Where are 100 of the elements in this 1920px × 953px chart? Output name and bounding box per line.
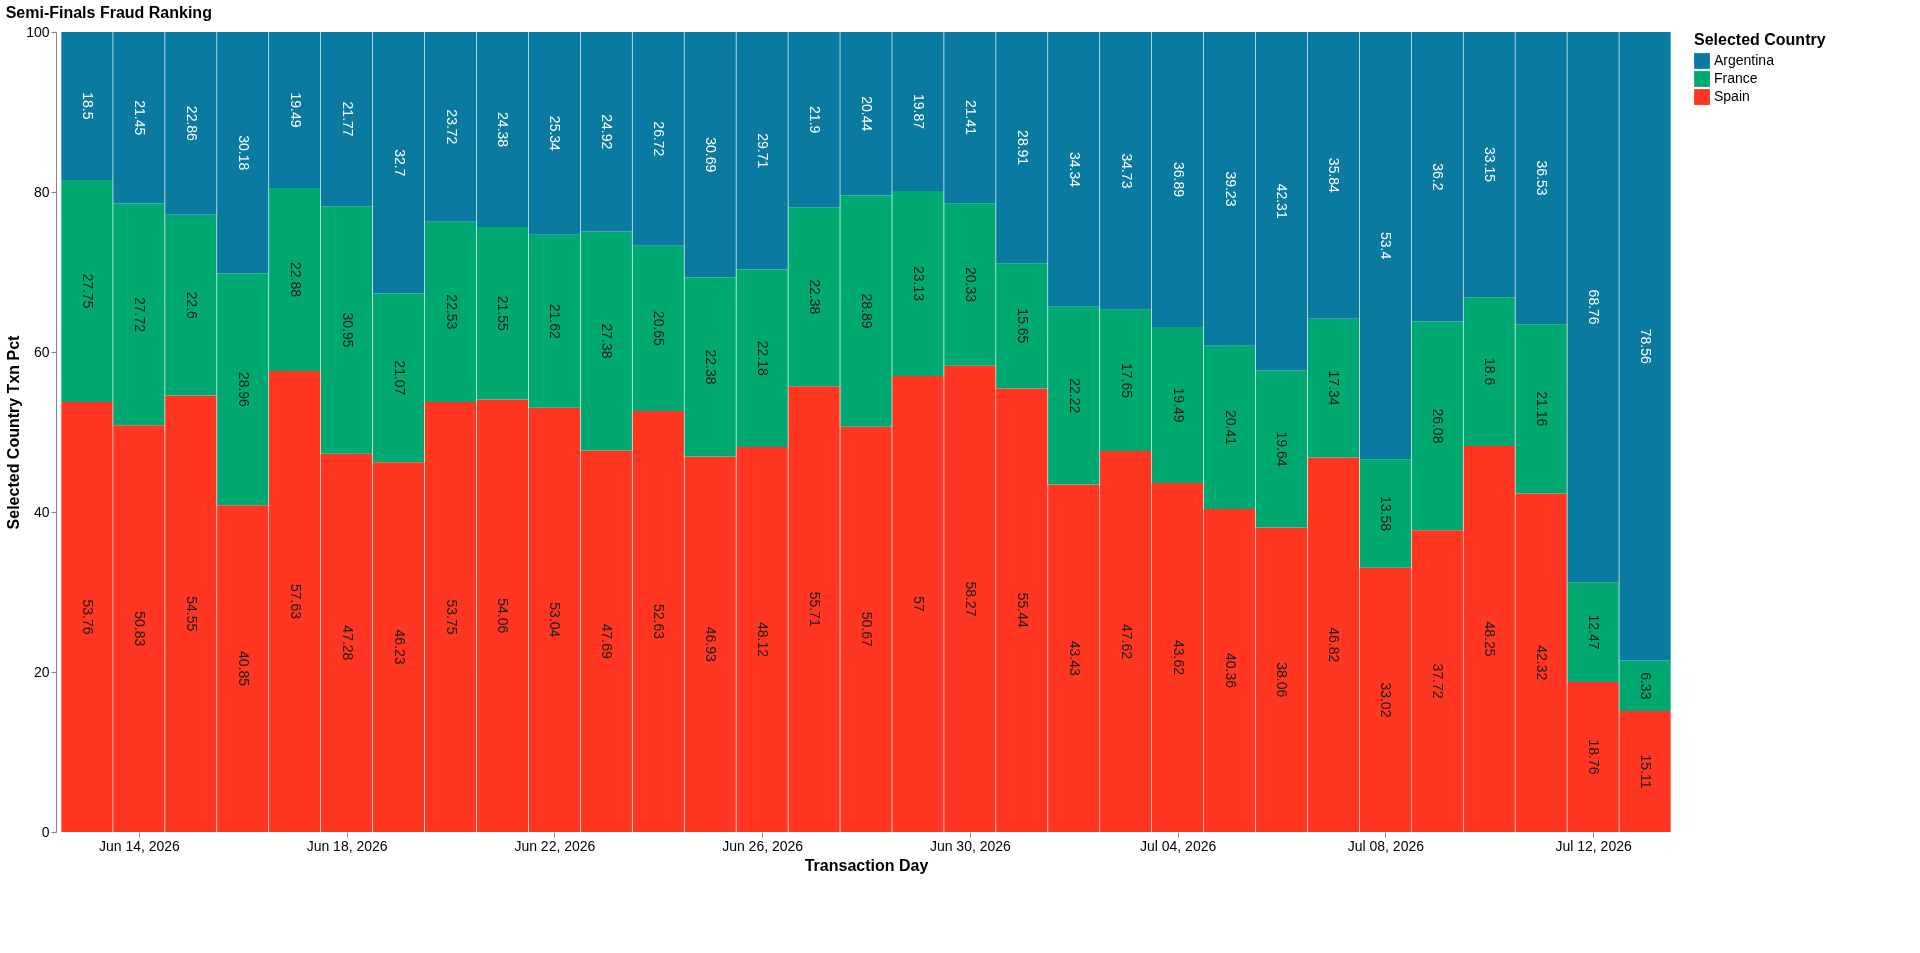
data-label: 47.62 [1118, 624, 1135, 660]
data-label: 19.49 [287, 92, 304, 128]
data-label: 54.55 [183, 596, 200, 632]
data-label: 28.96 [235, 371, 252, 408]
data-label: 37.72 [1430, 663, 1447, 699]
data-label: 22.18 [755, 340, 772, 377]
data-label: 47.28 [339, 625, 356, 661]
data-label: 26.72 [651, 121, 668, 157]
data-label: 27.75 [79, 273, 96, 309]
data-label: 21.07 [391, 360, 408, 396]
data-label: 23.72 [443, 109, 460, 145]
data-label: 30.18 [235, 135, 252, 171]
data-label: 50.83 [131, 611, 148, 647]
data-label: 21.16 [1534, 391, 1551, 427]
data-label: 20.65 [651, 310, 668, 347]
x-axis-title: Transaction Day [804, 856, 929, 874]
data-label: 30.95 [339, 312, 356, 348]
data-label: 46.82 [1326, 627, 1343, 663]
data-label: 43.62 [1170, 640, 1187, 676]
data-label: 35.84 [1326, 157, 1343, 194]
data-label: 12.47 [1586, 614, 1603, 650]
data-label: 29.71 [755, 133, 772, 169]
data-label: 21.45 [131, 100, 148, 136]
y-tick-label: 40 [33, 503, 50, 520]
y-tick-label: 100 [26, 23, 50, 40]
x-tick-label: Jun 14, 2026 [98, 837, 181, 854]
data-label: 52.63 [651, 603, 668, 640]
data-label: 48.12 [755, 622, 772, 658]
data-label: 22.53 [443, 294, 460, 330]
data-label: 40.36 [1222, 653, 1239, 689]
data-label: 54.06 [495, 598, 512, 634]
data-label: 22.38 [807, 279, 824, 315]
data-label: 21.62 [547, 303, 564, 339]
data-label: 40.85 [235, 651, 252, 687]
data-label: 21.41 [962, 100, 979, 136]
data-label: 22.22 [1066, 378, 1083, 414]
data-label: 32.7 [391, 149, 408, 177]
data-label: 46.93 [703, 626, 720, 662]
data-label: 6.33 [1638, 672, 1655, 700]
data-label: 58.27 [962, 581, 979, 617]
data-label: 57.63 [287, 583, 304, 620]
data-label: 23.13 [910, 265, 927, 302]
data-label: 24.92 [599, 114, 616, 150]
data-label: 24.38 [495, 112, 512, 148]
data-label: 36.2 [1430, 163, 1447, 191]
legend-title: Selected Country [1694, 31, 1826, 48]
data-label: 20.33 [962, 267, 979, 303]
data-label: 55.71 [807, 591, 824, 627]
data-label: 48.25 [1482, 621, 1499, 657]
data-label: 21.9 [807, 106, 824, 134]
data-label: 57 [910, 596, 927, 612]
data-label: 18.5 [79, 92, 96, 120]
x-tick-label: Jul 12, 2026 [1555, 837, 1632, 854]
data-label: 53.04 [547, 602, 564, 638]
data-label: 78.56 [1638, 328, 1655, 364]
y-tick-label: 60 [33, 343, 50, 360]
x-tick-label: Jun 22, 2026 [514, 837, 596, 854]
data-label: 46.23 [391, 629, 408, 665]
y-tick-label: 0 [41, 823, 50, 840]
data-label: 22.38 [703, 349, 720, 385]
data-label: 43.43 [1066, 640, 1083, 676]
data-label: 39.23 [1222, 171, 1239, 207]
data-label: 19.87 [910, 93, 927, 130]
x-tick-label: Jun 26, 2026 [722, 837, 804, 854]
data-label: 47.69 [599, 623, 616, 659]
data-label: 38.06 [1274, 662, 1291, 698]
x-tick-label: Jun 18, 2026 [306, 837, 388, 854]
data-label: 21.77 [339, 101, 356, 137]
data-label: 21.55 [495, 295, 512, 332]
data-label: 42.31 [1274, 183, 1291, 219]
y-tick-label: 80 [33, 183, 50, 200]
data-label: 36.89 [1170, 162, 1187, 198]
data-label: 25.34 [547, 115, 564, 152]
data-label: 20.44 [859, 96, 875, 132]
data-label: 28.91 [1014, 130, 1031, 166]
data-label: 30.69 [703, 137, 720, 173]
data-label: 22.6 [183, 291, 200, 320]
y-axis-title: Selected Country Txn Pct [5, 334, 23, 530]
data-label: 13.58 [1378, 496, 1395, 532]
data-label: 20.41 [1222, 409, 1239, 446]
data-label: 50.67 [859, 611, 875, 648]
data-label: 53.76 [79, 599, 96, 635]
data-label: 27.72 [131, 296, 148, 333]
data-label: 28.89 [859, 293, 875, 329]
data-label: 18.6 [1482, 357, 1499, 386]
legend-label: France [1714, 70, 1758, 86]
data-label: 27.38 [599, 323, 616, 359]
data-label: 33.02 [1378, 682, 1395, 718]
chart-title: Semi-Finals Fraud Ranking [5, 4, 212, 21]
legend-label: Argentina [1714, 52, 1775, 68]
data-label: 17.34 [1326, 370, 1343, 406]
data-label: 15.11 [1638, 754, 1655, 789]
data-label: 53.75 [443, 599, 460, 635]
data-label: 19.49 [1170, 387, 1187, 423]
data-label: 42.32 [1534, 645, 1551, 681]
data-label: 15.65 [1014, 308, 1031, 344]
data-label: 34.73 [1118, 153, 1135, 189]
data-label: 22.88 [287, 261, 304, 298]
y-tick-label: 20 [33, 663, 50, 680]
data-label: 34.34 [1066, 151, 1083, 188]
